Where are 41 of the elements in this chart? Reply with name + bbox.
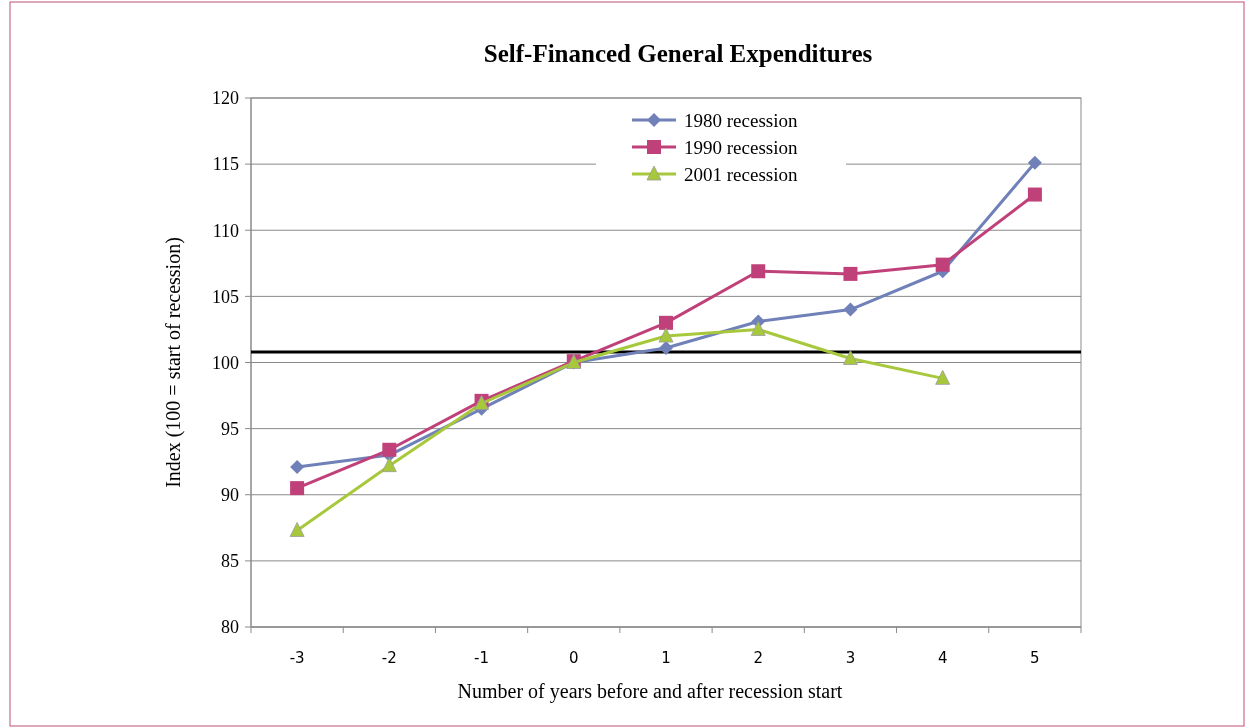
point <box>1027 187 1042 202</box>
x-tick-label: -3 <box>289 649 305 667</box>
y-tick-label: 100 <box>212 352 239 373</box>
point <box>843 302 858 317</box>
x-tick-label: 5 <box>1030 649 1040 667</box>
point <box>290 481 305 496</box>
point <box>381 457 397 473</box>
x-axis-title: Number of years before and after recession start <box>457 680 843 703</box>
y-tick-label: 85 <box>221 551 239 572</box>
point <box>750 321 766 336</box>
x-tick-label: 3 <box>845 649 856 667</box>
y-axis-title: Index (100 = start of recession) <box>162 237 185 488</box>
point <box>289 522 305 537</box>
point <box>751 264 766 279</box>
chart-title: Self-Financed General Expenditures <box>483 40 873 67</box>
y-tick-label: 115 <box>212 154 239 175</box>
y-tick-label: 105 <box>212 286 239 307</box>
point <box>290 459 305 474</box>
y-tick-label: 110 <box>212 220 239 241</box>
x-tick-label: 2 <box>753 649 763 667</box>
point <box>843 266 858 281</box>
point <box>659 340 673 355</box>
x-tick-label: -2 <box>381 649 397 667</box>
point <box>659 315 673 330</box>
x-tick-label: 4 <box>937 649 948 667</box>
point <box>658 327 674 343</box>
point <box>935 369 951 385</box>
x-tick-label: -1 <box>474 649 490 667</box>
y-tick-label: 90 <box>221 485 239 506</box>
legend-label: 1990 recession <box>684 136 798 158</box>
x-tick-label: 0 <box>569 649 579 667</box>
point <box>843 350 858 365</box>
legend-label: 2001 recession <box>684 163 798 185</box>
y-tick-label: 120 <box>212 88 239 109</box>
point <box>1027 155 1042 170</box>
point <box>382 442 397 457</box>
y-tick-label: 80 <box>221 617 239 638</box>
y-tick-label: 95 <box>221 418 239 439</box>
point <box>935 257 950 272</box>
x-tick-label: 1 <box>661 649 671 667</box>
legend-label: 1980 recession <box>684 109 798 131</box>
